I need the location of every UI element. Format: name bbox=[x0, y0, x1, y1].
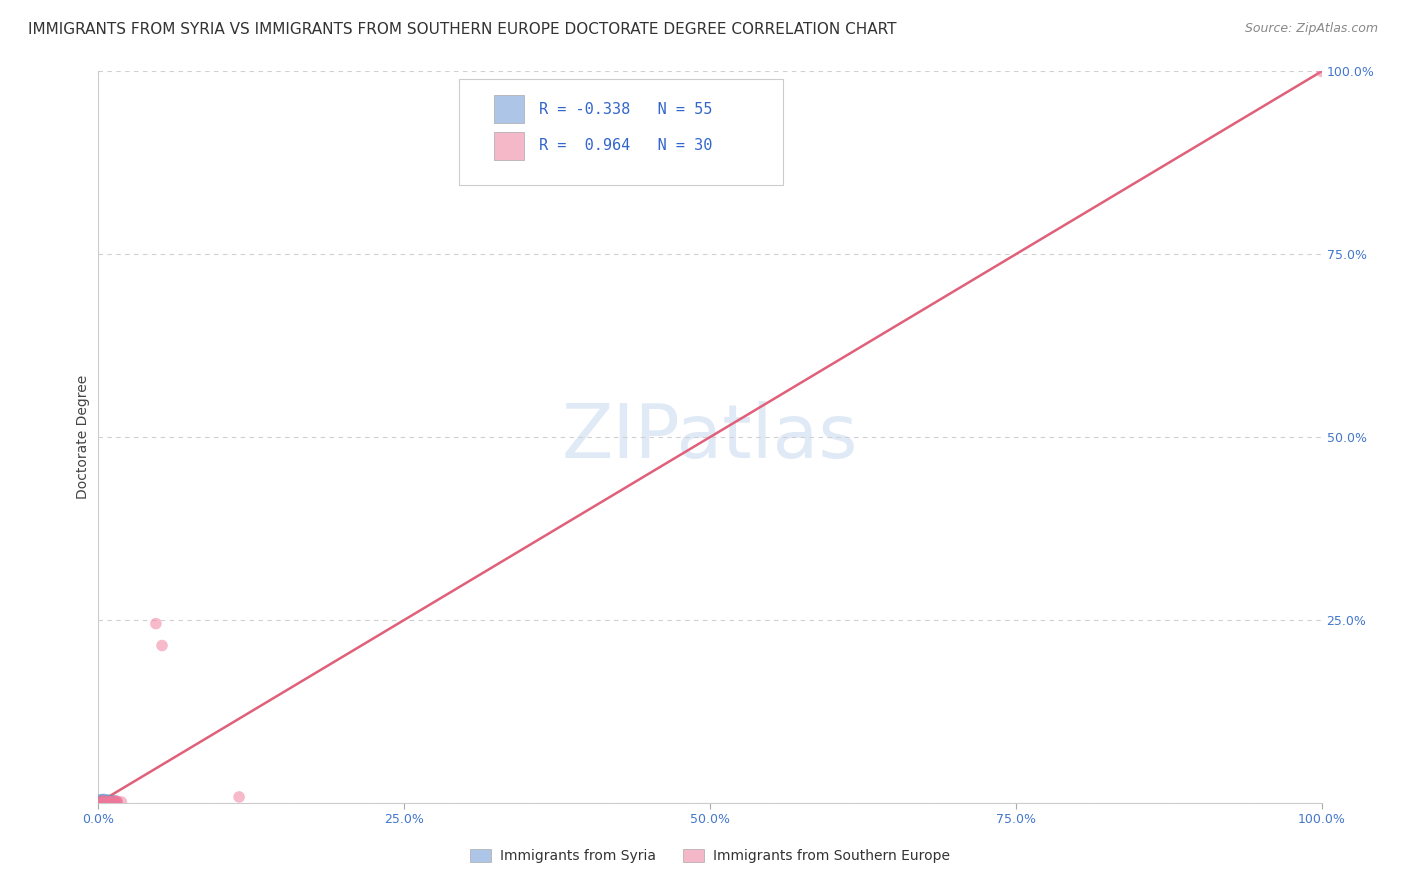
Point bbox=[91, 794, 114, 808]
Point bbox=[94, 795, 117, 809]
Point bbox=[93, 793, 115, 807]
Point bbox=[89, 795, 111, 809]
Point bbox=[104, 793, 127, 807]
Point bbox=[90, 792, 112, 806]
Point bbox=[87, 793, 110, 807]
Point bbox=[90, 796, 112, 810]
Text: IMMIGRANTS FROM SYRIA VS IMMIGRANTS FROM SOUTHERN EUROPE DOCTORATE DEGREE CORREL: IMMIGRANTS FROM SYRIA VS IMMIGRANTS FROM… bbox=[28, 22, 897, 37]
Point bbox=[100, 795, 122, 809]
Point bbox=[93, 794, 115, 808]
Point bbox=[150, 639, 173, 653]
Point bbox=[91, 795, 114, 809]
Point bbox=[98, 796, 121, 810]
Point bbox=[100, 795, 122, 809]
Point bbox=[93, 796, 115, 810]
Point bbox=[93, 791, 115, 805]
Point bbox=[98, 795, 121, 809]
Point bbox=[97, 794, 120, 808]
Legend: Immigrants from Syria, Immigrants from Southern Europe: Immigrants from Syria, Immigrants from S… bbox=[465, 844, 955, 869]
Point bbox=[98, 796, 121, 810]
Point bbox=[91, 794, 114, 808]
Point bbox=[93, 794, 115, 808]
Point bbox=[105, 795, 128, 809]
Text: R = -0.338   N = 55: R = -0.338 N = 55 bbox=[538, 102, 713, 117]
Point bbox=[103, 795, 125, 809]
Point bbox=[94, 794, 117, 808]
Point bbox=[94, 796, 117, 810]
Point bbox=[89, 796, 111, 810]
Point bbox=[93, 794, 115, 808]
FancyBboxPatch shape bbox=[494, 132, 524, 160]
Text: ZIPatlas: ZIPatlas bbox=[562, 401, 858, 474]
Point bbox=[89, 794, 111, 808]
Point bbox=[87, 794, 110, 808]
Point bbox=[93, 792, 115, 806]
Point bbox=[103, 794, 125, 808]
Point bbox=[96, 796, 118, 810]
Point bbox=[94, 794, 117, 808]
Point bbox=[89, 795, 111, 809]
Point bbox=[93, 795, 115, 809]
Point bbox=[89, 795, 111, 809]
Point bbox=[90, 795, 112, 809]
Point bbox=[91, 795, 114, 809]
Point bbox=[103, 795, 125, 809]
Point bbox=[93, 795, 115, 809]
Point bbox=[90, 794, 112, 808]
Point bbox=[96, 795, 118, 809]
Point bbox=[97, 792, 120, 806]
Point bbox=[96, 795, 118, 809]
Point bbox=[110, 795, 132, 809]
Point bbox=[97, 795, 120, 809]
Point bbox=[91, 795, 114, 809]
Point bbox=[105, 794, 128, 808]
Point bbox=[96, 794, 118, 808]
Point bbox=[100, 795, 122, 809]
Point bbox=[97, 793, 120, 807]
Point bbox=[101, 796, 124, 810]
Point bbox=[101, 795, 124, 809]
Point bbox=[90, 792, 112, 806]
Point bbox=[97, 793, 120, 807]
FancyBboxPatch shape bbox=[494, 95, 524, 123]
Point bbox=[96, 795, 118, 809]
Point bbox=[97, 794, 120, 808]
Point bbox=[87, 795, 110, 809]
Point bbox=[104, 795, 127, 809]
Point bbox=[91, 794, 114, 808]
Point bbox=[96, 794, 118, 808]
Point bbox=[89, 794, 111, 808]
Point bbox=[228, 789, 250, 804]
Text: R =  0.964   N = 30: R = 0.964 N = 30 bbox=[538, 138, 713, 153]
Y-axis label: Doctorate Degree: Doctorate Degree bbox=[76, 375, 90, 500]
Point bbox=[93, 794, 115, 808]
Point bbox=[101, 793, 124, 807]
Point bbox=[93, 796, 115, 810]
Point bbox=[96, 794, 118, 808]
Point bbox=[100, 794, 122, 808]
Point bbox=[103, 795, 125, 809]
Point bbox=[105, 795, 128, 809]
Point bbox=[98, 796, 121, 810]
Point bbox=[93, 796, 115, 810]
Point bbox=[97, 795, 120, 809]
Point bbox=[145, 616, 167, 631]
Point bbox=[96, 793, 118, 807]
Point bbox=[1310, 64, 1333, 78]
Point bbox=[91, 795, 114, 809]
Point bbox=[98, 794, 121, 808]
Point bbox=[100, 795, 122, 809]
Text: Source: ZipAtlas.com: Source: ZipAtlas.com bbox=[1244, 22, 1378, 36]
Point bbox=[89, 794, 111, 808]
FancyBboxPatch shape bbox=[460, 78, 783, 185]
Point bbox=[96, 793, 118, 807]
